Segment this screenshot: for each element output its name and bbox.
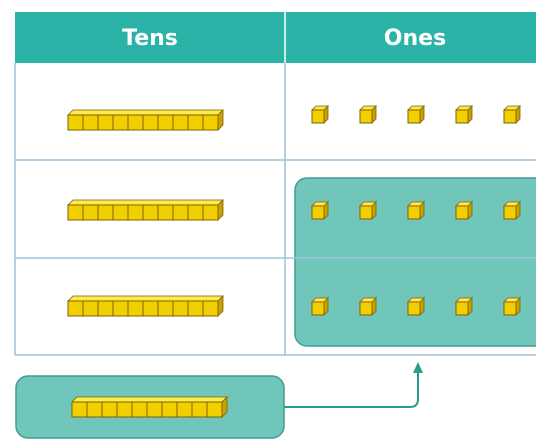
table-grid: [14, 63, 536, 356]
header-band: [15, 12, 536, 63]
ones-row-1: [311, 105, 521, 124]
regroup-arrow: [284, 372, 419, 408]
header-ones: Ones: [384, 26, 446, 51]
ten-rod: [67, 109, 224, 131]
ten-rod: [67, 295, 224, 317]
regroup-highlight: [294, 177, 536, 347]
header-tens: Tens: [122, 26, 178, 51]
ten-rod: [67, 199, 224, 221]
ten-rod: [71, 396, 228, 418]
arrow-head: [413, 362, 423, 373]
